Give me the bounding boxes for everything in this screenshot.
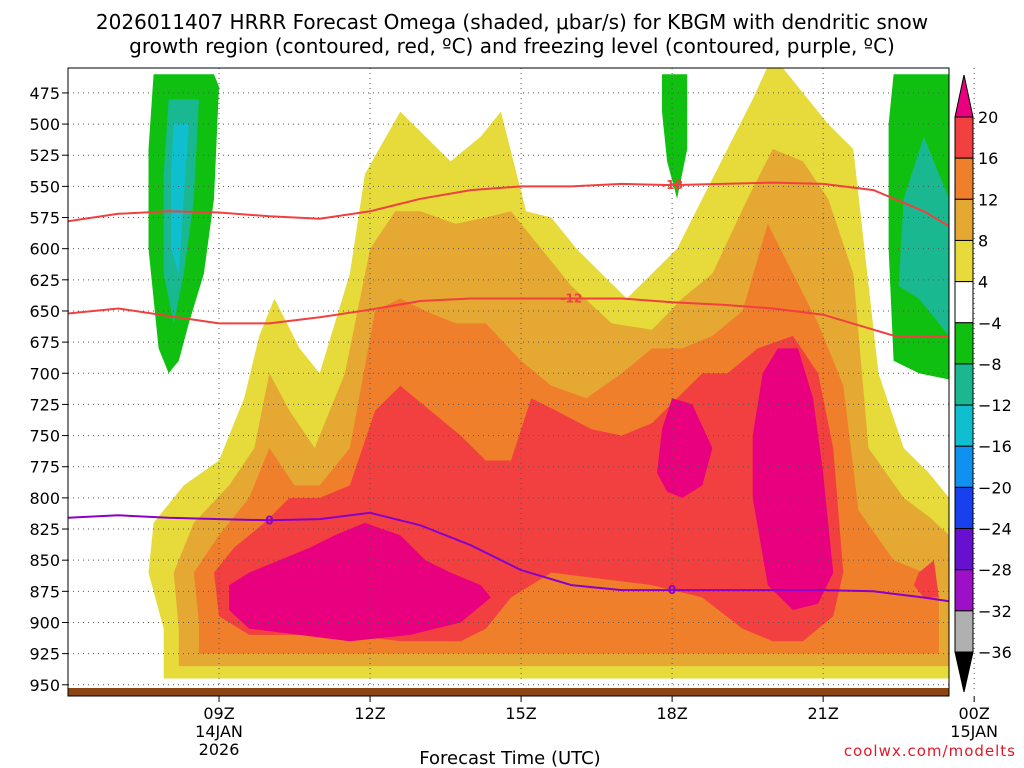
omega-region-rising-motion-20-high	[752, 348, 834, 610]
colorbar-label-1: 16	[978, 149, 998, 168]
colorbar: 20 16 12 8 4 −4 −8 −12 −16 −20 −24 −28 −32 −36	[954, 74, 1012, 693]
colorbar-label-2: 12	[978, 190, 998, 209]
omega-region-rising-motion-20-low	[229, 522, 491, 642]
x-tick-label-15Z: 15Z	[505, 704, 536, 723]
omega-shading	[148, 68, 949, 679]
x-tick-year-09Z: 2026	[199, 740, 240, 759]
x-tick-label-18Z: 18Z	[656, 704, 687, 723]
colorbar-label-5: −4	[978, 314, 1002, 333]
y-tick-label-650: 650	[29, 302, 60, 321]
y-tick-label-825: 825	[29, 520, 60, 539]
ground-strip	[68, 688, 949, 696]
y-tick-label-675: 675	[29, 333, 60, 352]
colorbar-swatch-12	[954, 610, 974, 653]
colorbar-swatch-9	[954, 486, 974, 530]
colorbar-swatch-3	[954, 239, 974, 283]
colorbar-swatch-5	[954, 322, 974, 365]
chart-title-line-1: 2026011407 HRRR Forecast Omega (shaded, …	[96, 10, 928, 34]
colorbar-label-7: −12	[978, 396, 1012, 415]
colorbar-swatch-6	[954, 363, 974, 406]
y-tick-label-625: 625	[29, 271, 60, 290]
x-tick-date-09Z: 14JAN	[195, 722, 243, 741]
colorbar-label-13: −36	[978, 643, 1012, 662]
isotherm-0-label: 0	[265, 513, 273, 527]
x-tick-label-21Z: 21Z	[807, 704, 838, 723]
isotherm-minus-18-label: -18	[661, 178, 683, 192]
colorbar-label-9: −20	[978, 478, 1012, 497]
y-axis: 475 500 525 550 575 600 625 650 675 700 725 750 775 8…	[29, 84, 68, 695]
colorbar-label-8: −16	[978, 437, 1012, 456]
colorbar-swatch-7	[954, 404, 974, 447]
colorbar-label-12: −32	[978, 602, 1012, 621]
omega-region-sinking-motion-left-16	[171, 124, 189, 274]
x-tick-label-09Z: 09Z	[203, 704, 234, 723]
omega-region-rising-motion-16-spot	[913, 560, 939, 598]
colorbar-label-0: 20	[978, 108, 998, 127]
omega-region-sinking-motion-right-12	[898, 136, 949, 336]
isotherm-0-label-2: 0	[668, 583, 676, 597]
y-tick-label-750: 750	[29, 427, 60, 446]
colorbar-label-11: −28	[978, 561, 1012, 580]
colorbar-label-10: −24	[978, 520, 1012, 539]
y-tick-label-800: 800	[29, 489, 60, 508]
y-tick-label-500: 500	[29, 115, 60, 134]
y-tick-label-925: 925	[29, 645, 60, 664]
colorbar-swatch-8	[954, 445, 974, 488]
colorbar-swatch-11	[954, 569, 974, 612]
omega-region-rising-motion-20-mid	[657, 398, 713, 498]
y-tick-label-600: 600	[29, 240, 60, 259]
y-tick-label-875: 875	[29, 582, 60, 601]
colorbar-swatch-4	[954, 281, 974, 324]
chart-title-line-2: growth region (contoured, red, ºC) and f…	[129, 34, 895, 58]
y-tick-label-850: 850	[29, 551, 60, 570]
colorbar-label-4: 4	[978, 273, 988, 292]
colorbar-label-3: 8	[978, 231, 988, 250]
isotherm-minus-12-line	[68, 297, 949, 339]
colorbar-swatch-10	[954, 528, 974, 571]
x-tick-label-12Z: 12Z	[354, 704, 385, 723]
x-tick-label-00Z: 00Z	[959, 704, 990, 723]
colorbar-label-6: −8	[978, 355, 1002, 374]
y-tick-label-475: 475	[29, 84, 60, 103]
y-tick-label-575: 575	[29, 209, 60, 228]
y-tick-label-775: 775	[29, 458, 60, 477]
y-tick-label-525: 525	[29, 146, 60, 165]
isotherm-contours: -18 -12 0 0	[68, 178, 949, 603]
y-tick-label-725: 725	[29, 395, 60, 414]
y-tick-label-900: 900	[29, 613, 60, 632]
isotherm-0-line	[68, 511, 949, 603]
y-tick-label-550: 550	[29, 177, 60, 196]
colorbar-swatch-2	[954, 198, 974, 241]
x-tick-date-00Z: 15JAN	[950, 722, 998, 741]
colorbar-swatch-1	[954, 157, 974, 200]
credit-text: coolwx.com/modelts	[844, 742, 1016, 760]
colorbar-top-arrow	[954, 74, 974, 118]
isotherm-minus-12-label: -12	[561, 292, 583, 306]
colorbar-swatch-0	[954, 116, 974, 159]
omega-region-sinking-motion-top-8	[662, 74, 688, 199]
x-axis-title: Forecast Time (UTC)	[419, 748, 600, 768]
y-tick-label-950: 950	[29, 676, 60, 695]
y-tick-label-700: 700	[29, 364, 60, 383]
isotherm-minus-18-line	[68, 181, 949, 228]
colorbar-bottom-arrow	[954, 651, 974, 693]
plot-frame	[67, 67, 950, 697]
